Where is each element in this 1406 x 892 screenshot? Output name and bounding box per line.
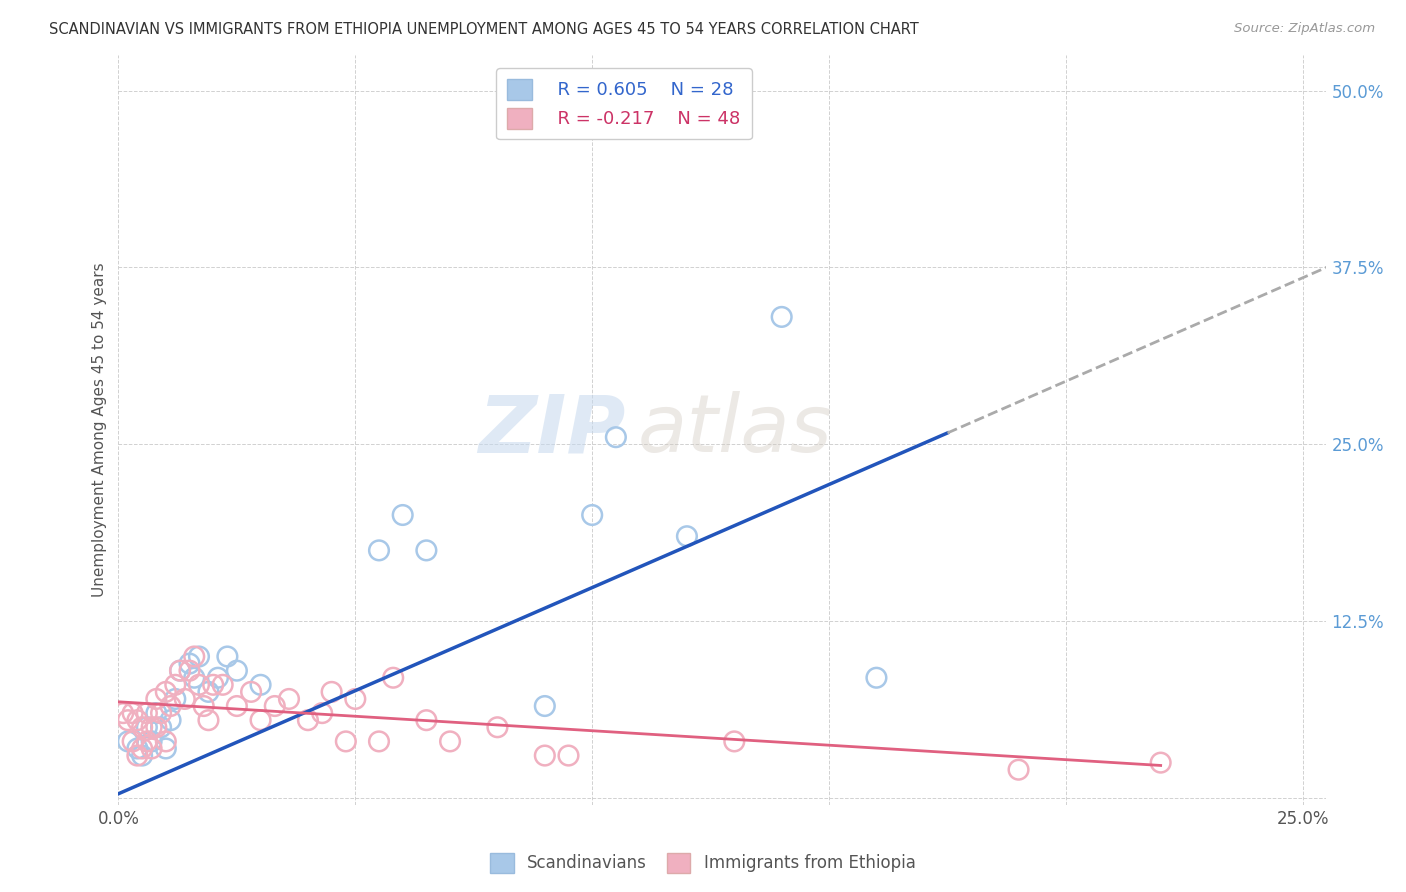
Point bbox=[335, 734, 357, 748]
Text: SCANDINAVIAN VS IMMIGRANTS FROM ETHIOPIA UNEMPLOYMENT AMONG AGES 45 TO 54 YEARS : SCANDINAVIAN VS IMMIGRANTS FROM ETHIOPIA… bbox=[49, 22, 920, 37]
Point bbox=[297, 713, 319, 727]
Text: Source: ZipAtlas.com: Source: ZipAtlas.com bbox=[1234, 22, 1375, 36]
Point bbox=[197, 713, 219, 727]
Point bbox=[368, 734, 391, 748]
Point bbox=[1007, 763, 1029, 777]
Point bbox=[112, 706, 135, 720]
Point bbox=[131, 720, 153, 734]
Point bbox=[117, 734, 139, 748]
Text: atlas: atlas bbox=[638, 391, 832, 469]
Point bbox=[225, 699, 247, 714]
Point bbox=[131, 741, 153, 756]
Point bbox=[533, 699, 555, 714]
Point bbox=[145, 720, 167, 734]
Point bbox=[415, 543, 437, 558]
Point bbox=[145, 692, 167, 706]
Point bbox=[770, 310, 793, 324]
Point bbox=[557, 748, 579, 763]
Point bbox=[159, 713, 181, 727]
Point bbox=[121, 734, 143, 748]
Point bbox=[676, 529, 699, 543]
Point bbox=[188, 649, 211, 664]
Point bbox=[225, 664, 247, 678]
Point bbox=[135, 734, 157, 748]
Point bbox=[240, 685, 263, 699]
Point bbox=[127, 713, 149, 727]
Text: ZIP: ZIP bbox=[478, 391, 626, 469]
Point bbox=[121, 706, 143, 720]
Point bbox=[207, 671, 229, 685]
Point bbox=[344, 692, 367, 706]
Point bbox=[141, 734, 163, 748]
Legend:   R = 0.605    N = 28,   R = -0.217    N = 48: R = 0.605 N = 28, R = -0.217 N = 48 bbox=[496, 68, 752, 139]
Point bbox=[605, 430, 627, 444]
Point bbox=[127, 748, 149, 763]
Point bbox=[211, 678, 233, 692]
Point bbox=[145, 706, 167, 720]
Point bbox=[382, 671, 405, 685]
Point bbox=[169, 664, 191, 678]
Point bbox=[165, 678, 187, 692]
Point bbox=[155, 741, 177, 756]
Y-axis label: Unemployment Among Ages 45 to 54 years: Unemployment Among Ages 45 to 54 years bbox=[93, 263, 107, 598]
Point bbox=[1150, 756, 1173, 770]
Point bbox=[165, 692, 187, 706]
Point bbox=[311, 706, 333, 720]
Point bbox=[183, 649, 205, 664]
Point bbox=[135, 720, 157, 734]
Point bbox=[533, 748, 555, 763]
Point bbox=[249, 678, 271, 692]
Point bbox=[415, 713, 437, 727]
Point bbox=[141, 741, 163, 756]
Point bbox=[179, 657, 201, 671]
Point bbox=[368, 543, 391, 558]
Point bbox=[179, 664, 201, 678]
Point bbox=[865, 671, 887, 685]
Point bbox=[391, 508, 413, 522]
Point bbox=[439, 734, 461, 748]
Point bbox=[197, 685, 219, 699]
Point bbox=[169, 664, 191, 678]
Point bbox=[150, 720, 173, 734]
Point bbox=[173, 692, 195, 706]
Point bbox=[150, 706, 173, 720]
Point bbox=[193, 699, 215, 714]
Point bbox=[159, 699, 181, 714]
Point bbox=[183, 671, 205, 685]
Point bbox=[321, 685, 343, 699]
Point bbox=[135, 706, 157, 720]
Point bbox=[278, 692, 301, 706]
Legend: Scandinavians, Immigrants from Ethiopia: Scandinavians, Immigrants from Ethiopia bbox=[484, 847, 922, 880]
Point bbox=[188, 678, 211, 692]
Point bbox=[723, 734, 745, 748]
Point bbox=[155, 685, 177, 699]
Point bbox=[202, 678, 225, 692]
Point bbox=[127, 741, 149, 756]
Point bbox=[131, 748, 153, 763]
Point bbox=[155, 734, 177, 748]
Point bbox=[581, 508, 603, 522]
Point bbox=[217, 649, 239, 664]
Point bbox=[141, 720, 163, 734]
Point bbox=[263, 699, 285, 714]
Point bbox=[249, 713, 271, 727]
Point bbox=[117, 713, 139, 727]
Point bbox=[486, 720, 509, 734]
